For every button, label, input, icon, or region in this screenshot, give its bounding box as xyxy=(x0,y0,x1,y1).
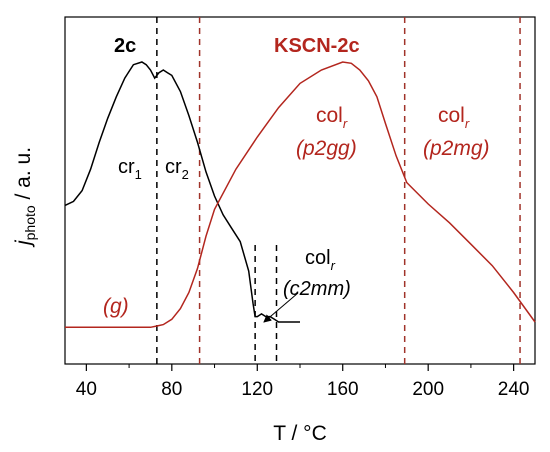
x-tick-label: 120 xyxy=(241,379,273,400)
x-tick-label: 80 xyxy=(161,379,182,400)
label-p2mg: (p2mg) xyxy=(423,137,490,160)
series-line-2c xyxy=(64,61,300,323)
label-c2mm: (c2mm) xyxy=(283,278,351,300)
label-cr2-sub: 2 xyxy=(182,167,189,182)
title-2c: 2c xyxy=(114,35,136,57)
phase-boundaries-2c xyxy=(156,17,278,364)
label-colr-c2mm-main: col xyxy=(305,247,331,269)
phase-boundaries-kscn xyxy=(198,17,521,364)
label-g: (g) xyxy=(103,295,129,318)
annotation-arrow xyxy=(263,292,299,323)
x-axis-ticks: 40 80 120 160 200 240 xyxy=(76,364,530,400)
label-cr1-main: cr xyxy=(118,156,135,178)
label-cr2-main: cr xyxy=(165,156,182,178)
label-colr-c2mm: colr xyxy=(305,247,336,273)
label-colr-p2mg-sub: r xyxy=(465,116,470,131)
y-axis-label-symbol: j xyxy=(12,239,35,248)
label-colr-p2gg-sub: r xyxy=(343,116,348,131)
y-axis-label-subscript: photo xyxy=(22,205,38,240)
label-colr-p2gg-main: col xyxy=(316,104,343,127)
label-p2gg: (p2gg) xyxy=(296,137,357,160)
y-axis-label: jphoto / a. u. xyxy=(12,147,38,248)
y-axis-label-unit: / a. u. xyxy=(12,147,35,205)
label-cr2: cr2 xyxy=(165,156,189,182)
plot-frame xyxy=(64,16,536,365)
label-colr-p2gg: colr xyxy=(316,104,348,131)
label-colr-p2mg-main: col xyxy=(438,104,465,127)
label-colr-c2mm-sub: r xyxy=(331,258,336,273)
series-line-kscn-2c xyxy=(65,61,536,329)
x-axis-label: T / °C xyxy=(273,422,327,445)
title-kscn-2c: KSCN-2c xyxy=(274,35,360,57)
x-tick-label: 160 xyxy=(327,379,359,400)
label-cr1-sub: 1 xyxy=(135,167,142,182)
x-tick-label: 40 xyxy=(76,379,97,400)
x-tick-label: 200 xyxy=(412,379,444,400)
label-colr-p2mg: colr xyxy=(438,104,470,131)
x-tick-label: 240 xyxy=(498,379,530,400)
label-cr1: cr1 xyxy=(118,156,142,182)
